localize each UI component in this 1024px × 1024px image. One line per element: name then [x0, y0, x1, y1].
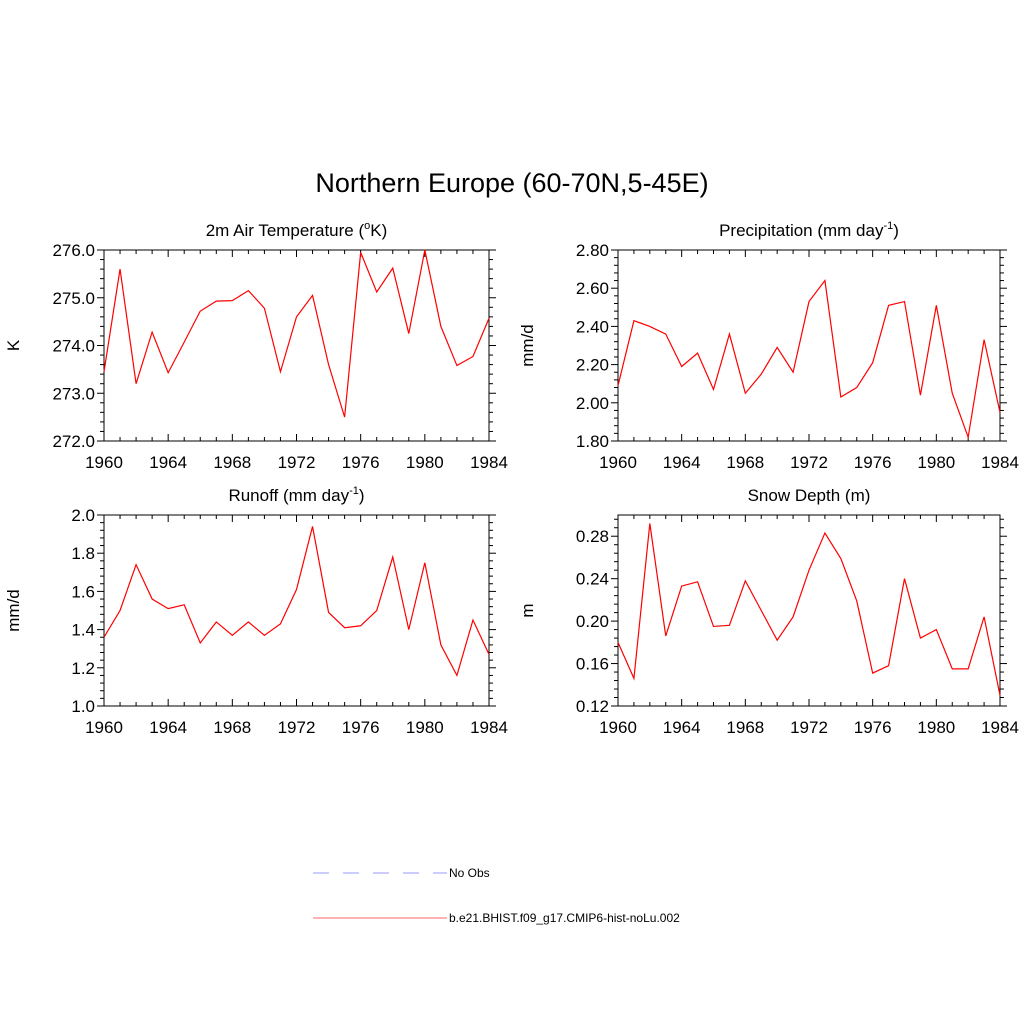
y-tick-label: 2.80: [576, 241, 609, 260]
y-tick-label: 276.0: [52, 241, 95, 260]
legend-label-no-obs: No Obs: [449, 866, 490, 880]
series-line: [103, 526, 490, 678]
x-tick-label: 1980: [406, 718, 444, 737]
series-line: [617, 523, 1001, 696]
main-title: Northern Europe (60-70N,5-45E): [315, 168, 709, 198]
panel-title: Runoff (mm day-1): [228, 485, 364, 505]
plot-frame: [617, 249, 1001, 442]
x-tick-label: 1980: [917, 453, 955, 472]
x-tick-label: 1972: [278, 453, 316, 472]
y-tick-label: 2.00: [576, 394, 609, 413]
x-tick-label: 1960: [85, 718, 123, 737]
y-tick-label: 1.0: [71, 697, 95, 716]
x-tick-label: 1964: [663, 718, 701, 737]
x-tick-label: 1972: [790, 453, 828, 472]
x-tick-label: 1960: [85, 453, 123, 472]
y-tick-label: 0.24: [576, 570, 609, 589]
legend-label-model: b.e21.BHIST.f09_g17.CMIP6-hist-noLu.002: [449, 911, 680, 925]
x-tick-label: 1976: [342, 718, 380, 737]
chart-panel-3: 1960 1964 1968 1972 1976 1980 1984 0.12 0.16 0.20…: [518, 486, 1019, 737]
y-tick-label: 272.0: [52, 432, 95, 451]
y-tick-label: 273.0: [52, 384, 95, 403]
x-tick-label: 1976: [342, 453, 380, 472]
series-line: [103, 249, 490, 418]
chart-panel-1: 1960 1964 1968 1972 1976 1980 1984 1.80 2.00 2.20…: [518, 220, 1019, 472]
y-tick-label: 275.0: [52, 289, 95, 308]
x-tick-label: 1976: [854, 718, 892, 737]
y-axis-label: mm/d: [518, 324, 537, 367]
x-tick-label: 1980: [917, 718, 955, 737]
plot-frame: [617, 514, 1001, 707]
x-tick-label: 1972: [278, 718, 316, 737]
y-tick-label: 1.80: [576, 432, 609, 451]
y-tick-label: 0.28: [576, 527, 609, 546]
x-tick-label: 1984: [470, 453, 508, 472]
plot-frame: [103, 514, 490, 707]
chart-panel-0: 1960 1964 1968 1972 1976 1980 1984 272.0 273.0 27…: [4, 220, 508, 472]
y-tick-label: 1.8: [71, 544, 95, 563]
x-tick-label: 1984: [981, 718, 1019, 737]
series-line: [617, 279, 1001, 440]
x-tick-label: 1984: [981, 453, 1019, 472]
y-tick-label: 1.2: [71, 659, 95, 678]
x-tick-label: 1960: [599, 453, 637, 472]
panel-title: Precipitation (mm day-1): [719, 220, 899, 240]
x-tick-label: 1968: [726, 718, 764, 737]
x-tick-label: 1976: [854, 453, 892, 472]
y-tick-label: 2.20: [576, 356, 609, 375]
y-tick-label: 2.60: [576, 279, 609, 298]
panel-title: 2m Air Temperature (oK): [206, 220, 388, 240]
y-tick-label: 0.20: [576, 612, 609, 631]
panel-title: Snow Depth (m): [748, 486, 871, 505]
x-tick-label: 1964: [149, 453, 187, 472]
y-tick-label: 1.6: [71, 582, 95, 601]
y-tick-label: 2.0: [71, 506, 95, 525]
x-tick-label: 1964: [663, 453, 701, 472]
x-tick-label: 1968: [213, 453, 251, 472]
y-axis-label: mm/d: [4, 589, 23, 632]
x-tick-label: 1968: [213, 718, 251, 737]
y-tick-label: 0.12: [576, 697, 609, 716]
x-tick-label: 1968: [726, 453, 764, 472]
x-tick-label: 1980: [406, 453, 444, 472]
chart-panel-2: 1960 1964 1968 1972 1976 1980 1984 1.0 1.2 1.4 1.6…: [4, 485, 508, 737]
y-tick-label: 2.40: [576, 317, 609, 336]
y-tick-label: 274.0: [52, 337, 95, 356]
x-tick-label: 1964: [149, 718, 187, 737]
y-tick-label: 0.16: [576, 655, 609, 674]
y-axis-label: K: [4, 339, 23, 351]
y-axis-label: m: [518, 603, 537, 617]
x-tick-label: 1984: [470, 718, 508, 737]
y-tick-label: 1.4: [71, 621, 95, 640]
x-tick-label: 1972: [790, 718, 828, 737]
x-tick-label: 1960: [599, 718, 637, 737]
